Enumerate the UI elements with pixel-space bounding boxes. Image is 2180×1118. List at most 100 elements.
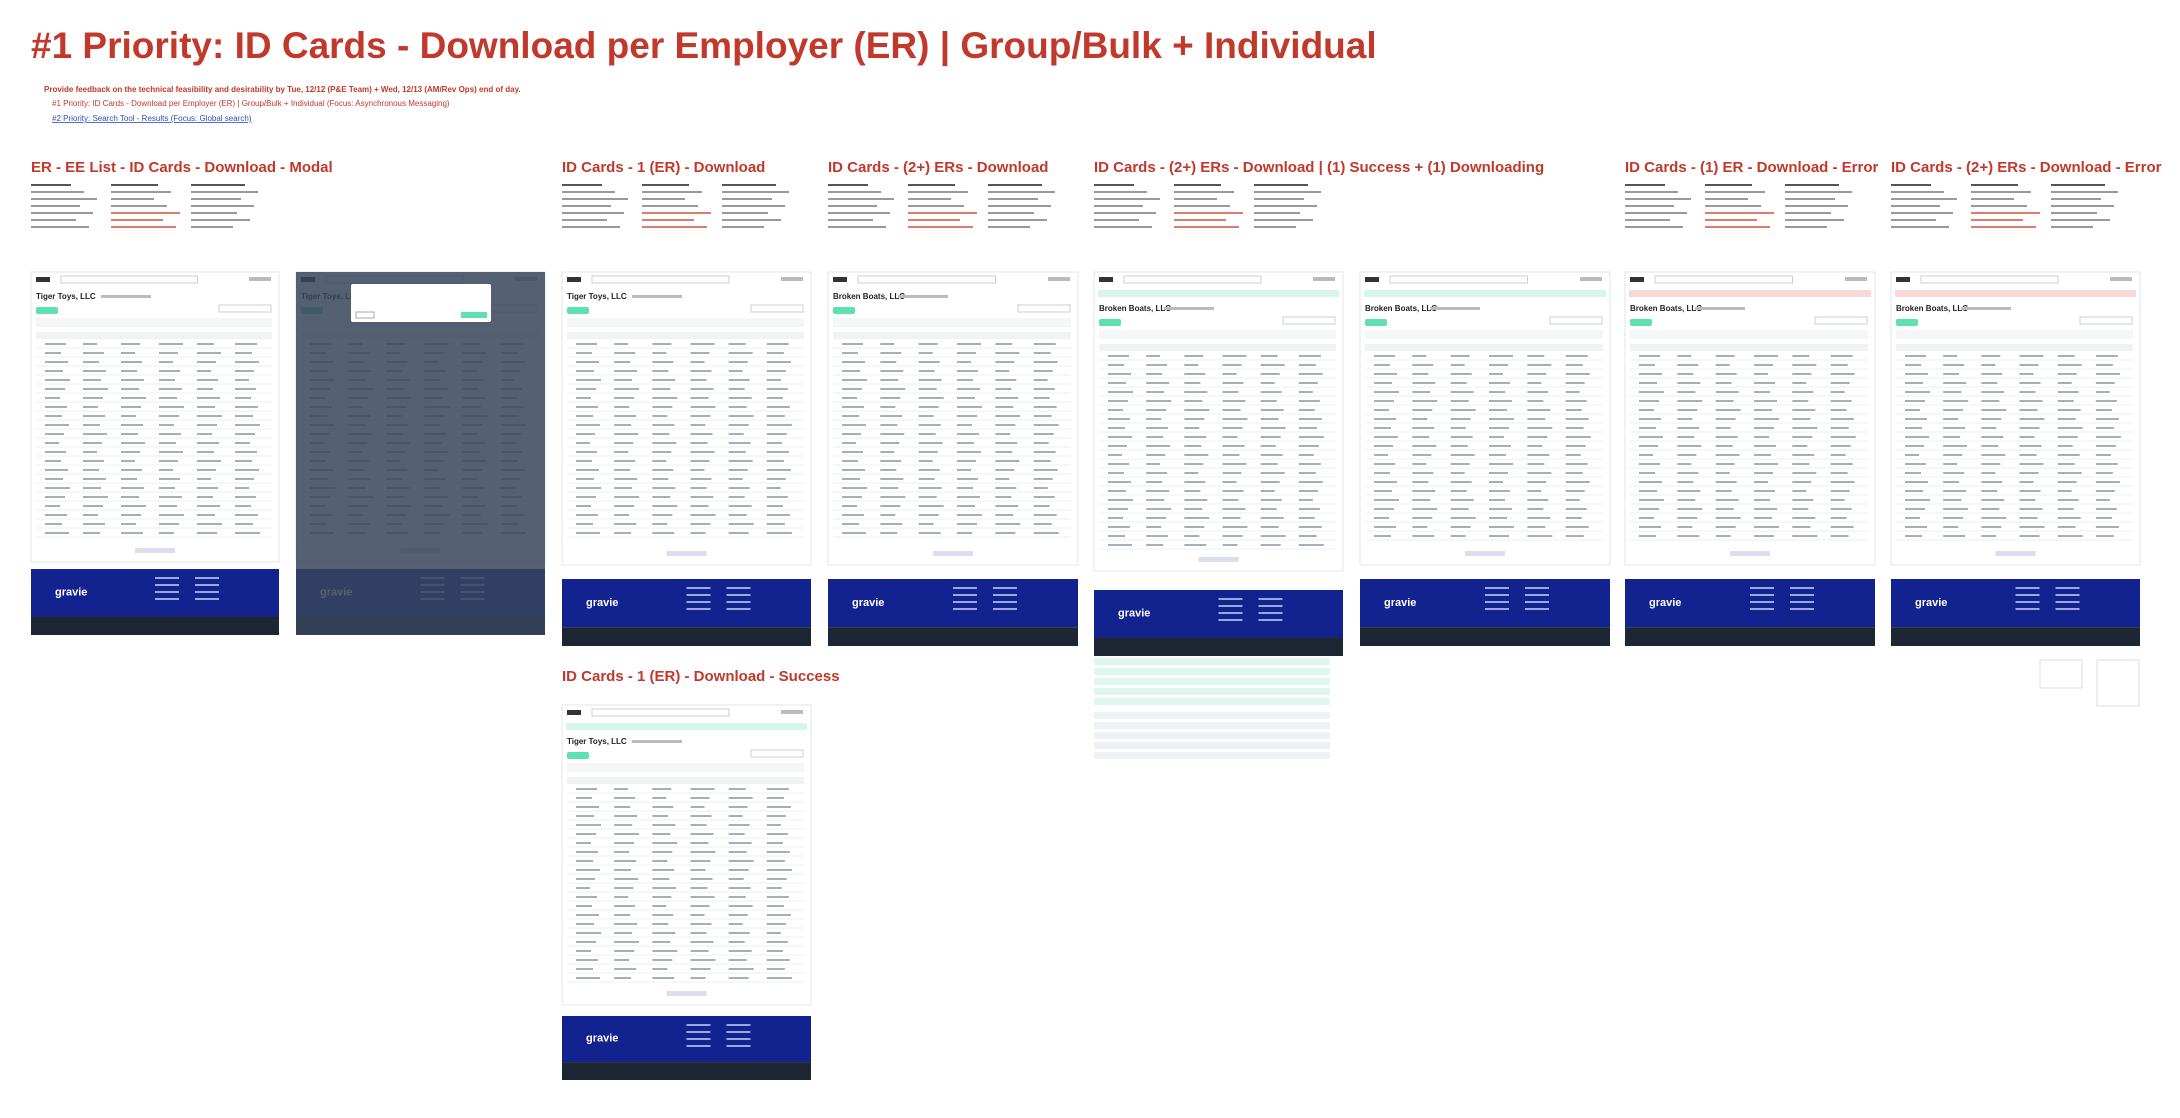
table-cell — [1298, 535, 1317, 537]
table-cell — [1715, 463, 1735, 465]
footer-link — [953, 594, 977, 596]
table-cell — [690, 433, 713, 435]
table-cell — [83, 406, 98, 408]
table-cell — [1146, 391, 1165, 393]
table-cell — [83, 379, 101, 381]
table-cell — [576, 851, 598, 853]
download-button[interactable] — [1630, 319, 1652, 326]
table-cell — [1639, 373, 1662, 375]
note-line — [2051, 212, 2097, 214]
section-heading: ID Cards - 1 (ER) - Download - Success — [562, 668, 840, 685]
table-cell — [1792, 463, 1810, 465]
table-cell — [957, 388, 980, 390]
table-cell — [728, 923, 743, 925]
table-cell — [1943, 427, 1966, 429]
note-line — [1705, 226, 1770, 228]
table-cell — [766, 523, 785, 525]
table-cell — [1905, 427, 1922, 429]
table-cell — [1565, 373, 1590, 375]
table-cell — [1527, 418, 1546, 420]
table-cell — [1108, 499, 1133, 501]
download-button[interactable] — [1365, 319, 1387, 326]
download-button[interactable] — [1896, 319, 1918, 326]
table-cell — [1943, 535, 1966, 537]
table-cell — [1412, 508, 1438, 510]
table-cell — [2095, 373, 2120, 375]
table-cell — [766, 487, 781, 489]
table-cell — [1715, 427, 1731, 429]
search-bar — [591, 275, 730, 284]
table-cell — [766, 352, 784, 354]
download-button[interactable] — [567, 307, 589, 314]
table-cell — [1527, 508, 1544, 510]
download-button[interactable] — [833, 307, 855, 314]
modal-confirm[interactable] — [461, 312, 487, 318]
table-cell — [1565, 418, 1589, 420]
table-cell — [1108, 526, 1130, 528]
note-line — [1254, 205, 1317, 207]
table-cell — [1033, 532, 1059, 534]
table-cell — [1374, 436, 1398, 438]
table-cell — [197, 379, 218, 381]
note-line — [1705, 219, 1757, 221]
table-cell — [614, 905, 636, 907]
table-cell — [1715, 391, 1739, 393]
download-button[interactable] — [1099, 319, 1121, 326]
table-cell — [159, 424, 174, 426]
download-button[interactable] — [567, 752, 589, 759]
table-cell — [1184, 382, 1201, 384]
table-cell — [957, 505, 975, 507]
table-cell — [576, 442, 590, 444]
table-cell — [766, 469, 791, 471]
table-cell — [1489, 391, 1505, 393]
table-cell — [1184, 517, 1210, 519]
table-cell — [1754, 454, 1771, 456]
table-cell — [1677, 391, 1696, 393]
footer-link — [1790, 594, 1814, 596]
table-cell — [880, 424, 898, 426]
alert-banner — [1895, 290, 2136, 297]
plan-year-select — [1282, 316, 1336, 325]
footer-link — [993, 594, 1017, 596]
note-line — [1971, 191, 2031, 193]
table-cell — [1412, 454, 1432, 456]
table-cell — [1677, 373, 1694, 375]
table-cell — [766, 460, 784, 462]
table-cell — [1639, 499, 1664, 501]
table-cell — [2019, 463, 2044, 465]
priority-link[interactable]: #2 Priority: Search Tool - Results (Focu… — [52, 114, 252, 123]
table-cell — [2057, 373, 2077, 375]
table-cell — [614, 815, 638, 817]
footer-link — [686, 1045, 711, 1047]
table-cell — [1981, 499, 2005, 501]
table-cell — [1450, 454, 1475, 456]
note-line — [828, 219, 873, 221]
table-cell — [918, 514, 939, 516]
footer-link — [1258, 605, 1283, 607]
footer-link — [1218, 612, 1243, 614]
table-cell — [576, 806, 599, 808]
table-cell — [1412, 499, 1431, 501]
table-cell — [690, 532, 706, 534]
table-cell — [2019, 373, 2034, 375]
table-cell — [197, 361, 216, 363]
table-cell — [45, 442, 59, 444]
app-logo — [36, 277, 50, 282]
table-header — [567, 332, 804, 339]
table-cell — [1298, 454, 1314, 456]
note-line — [1891, 184, 1931, 186]
table-cell — [1412, 382, 1436, 384]
table-cell — [1905, 409, 1920, 411]
table-cell — [1754, 391, 1770, 393]
modal-cancel[interactable] — [355, 311, 375, 319]
table-cell — [1184, 508, 1203, 510]
download-button[interactable] — [36, 307, 58, 314]
priority-link[interactable]: #1 Priority: ID Cards - Download per Emp… — [52, 99, 450, 108]
table-cell — [1565, 445, 1586, 447]
table-cell — [1943, 436, 1961, 438]
table-cell — [1565, 535, 1584, 537]
table-cell — [1905, 355, 1926, 357]
table-cell — [880, 442, 900, 444]
table-cell — [121, 379, 144, 381]
table-cell — [766, 370, 786, 372]
